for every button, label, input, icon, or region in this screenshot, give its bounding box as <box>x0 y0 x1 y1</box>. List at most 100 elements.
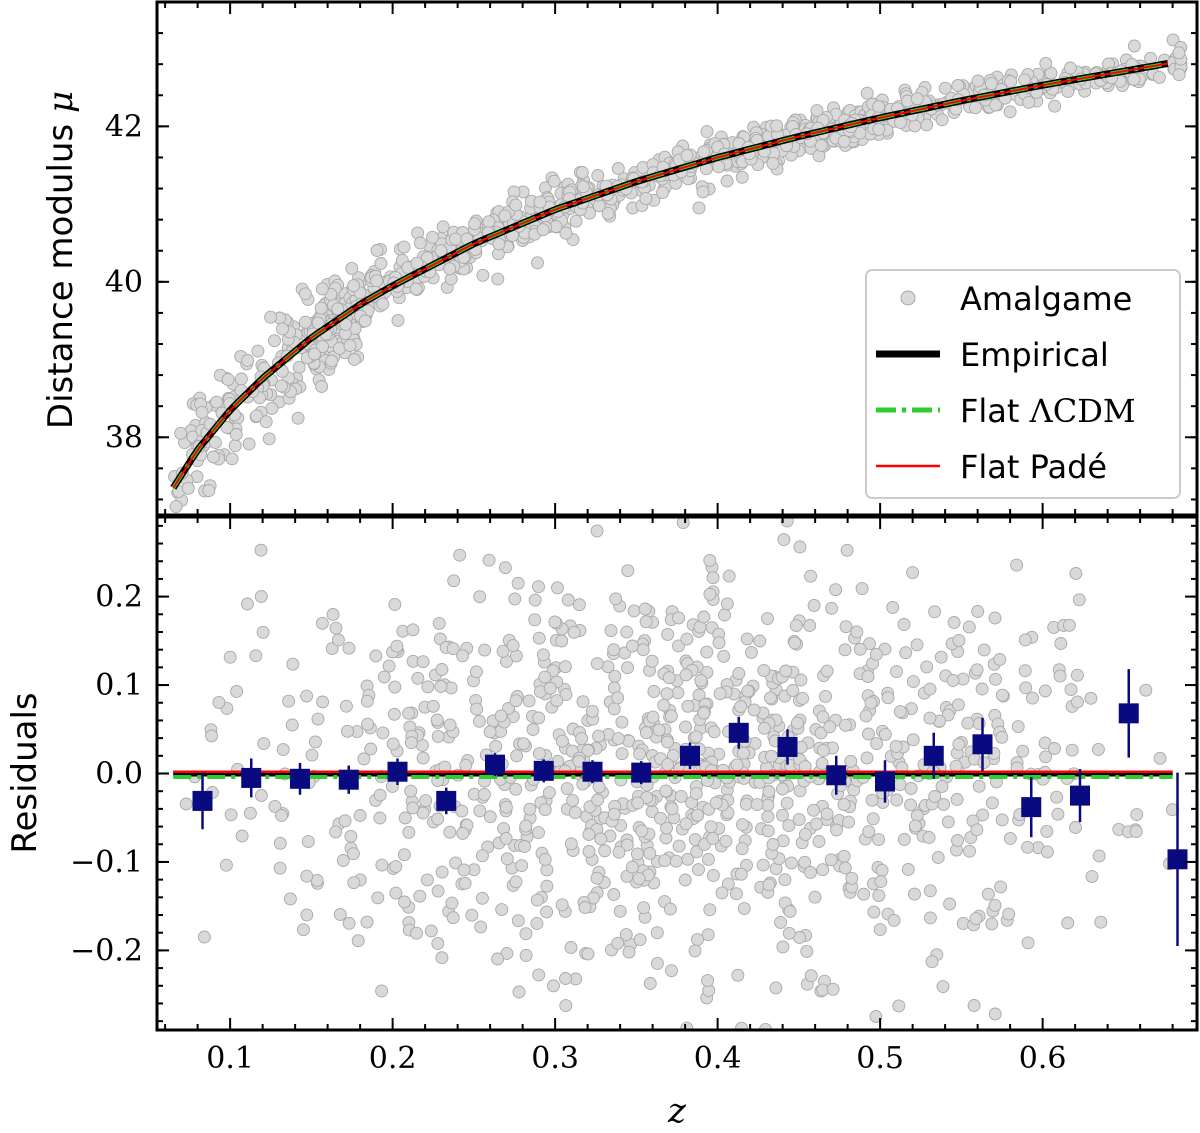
binned-marker <box>875 771 895 792</box>
scatter-point <box>208 436 222 449</box>
residual-point <box>1139 683 1153 697</box>
bottom-ytick-label: −0.1 <box>70 845 143 880</box>
residual-point <box>645 654 659 668</box>
residual-point <box>637 901 651 915</box>
residual-point <box>555 898 569 912</box>
residual-point <box>473 804 487 818</box>
residual-point <box>582 845 596 858</box>
residual-point <box>674 789 688 803</box>
residual-point <box>230 684 244 698</box>
residual-point <box>706 868 720 882</box>
residual-point <box>697 706 711 720</box>
residual-point <box>863 637 876 651</box>
residual-point <box>838 643 852 657</box>
residual-point <box>249 649 263 663</box>
residual-point <box>906 733 920 747</box>
scatter-point <box>938 81 952 95</box>
residual-point <box>512 985 526 999</box>
residual-point <box>652 723 666 737</box>
residual-point <box>179 797 193 811</box>
residual-point <box>977 643 991 657</box>
scatter-point <box>358 314 372 328</box>
residual-point <box>951 698 965 712</box>
legend-label-flat-lcdm-symbol: ΛCDM <box>1029 392 1136 430</box>
scatter-point <box>531 256 544 270</box>
bottom-panel: −0.2 −0.1 0.0 0.1 0.2 0.1 0.2 0.3 0.4 0.5 0.6 Res… <box>5 515 1199 1131</box>
residual-point <box>840 543 854 557</box>
xtick-label: 0.2 <box>369 1041 417 1076</box>
scatter-point <box>712 160 726 174</box>
scatter-point <box>174 426 188 440</box>
residual-point <box>377 670 391 684</box>
residual-point <box>445 896 459 910</box>
residual-point <box>443 718 457 732</box>
residual-point <box>632 872 646 886</box>
residual-point <box>342 916 356 930</box>
residual-point <box>761 810 775 824</box>
residual-point <box>701 852 715 866</box>
residual-point <box>701 974 715 988</box>
residual-point <box>661 735 674 749</box>
residual-point <box>613 904 627 918</box>
residual-point <box>925 955 939 969</box>
residual-point <box>839 718 852 732</box>
residual-point <box>701 928 715 942</box>
residual-point <box>435 663 449 676</box>
residual-point <box>620 625 634 639</box>
residual-point <box>530 916 544 930</box>
residual-point <box>643 977 657 990</box>
residual-point <box>691 933 704 947</box>
residual-point <box>443 825 457 839</box>
scatter-point <box>347 353 361 366</box>
bottom-ylabel: Residuals <box>5 692 45 853</box>
residual-point <box>420 873 434 887</box>
residual-point <box>793 540 807 554</box>
scatter-point <box>1166 33 1180 47</box>
residual-point <box>808 890 822 904</box>
residual-point <box>897 833 911 846</box>
scatter-point <box>700 125 714 139</box>
scatter-point <box>1048 99 1062 113</box>
residual-point <box>855 582 869 596</box>
residual-point <box>928 790 942 803</box>
residual-point <box>681 699 695 713</box>
residual-point <box>491 952 505 966</box>
scatter-point <box>591 169 605 182</box>
residual-point <box>447 574 461 588</box>
residual-point <box>373 811 387 825</box>
residual-point <box>718 608 731 622</box>
legend-label-flat-pade: Flat Padé <box>960 448 1107 486</box>
residual-point <box>657 698 671 712</box>
residual-point <box>872 833 886 847</box>
residual-point <box>219 858 233 872</box>
scatter-point <box>1152 70 1166 84</box>
scatter-point <box>314 301 328 315</box>
residual-point <box>458 876 472 890</box>
residual-point <box>434 680 448 693</box>
residual-point <box>703 553 717 567</box>
residual-point <box>952 633 966 647</box>
residual-point <box>413 889 427 903</box>
residual-point <box>1069 821 1082 834</box>
residual-point <box>761 798 775 812</box>
xtick-label: 0.5 <box>856 1041 904 1076</box>
binned-marker <box>485 754 505 775</box>
residual-point <box>1153 751 1167 765</box>
residual-point <box>792 813 806 827</box>
residual-point <box>750 798 764 812</box>
residual-point <box>621 661 634 675</box>
binned-marker <box>241 767 262 788</box>
residual-point <box>224 808 238 822</box>
scatter-point <box>168 519 180 531</box>
legend-item-flat-lcdm: Flat ΛCDM <box>876 392 1136 430</box>
residual-point <box>585 704 599 718</box>
residual-point <box>740 632 754 646</box>
residual-point <box>869 1010 883 1023</box>
residual-point <box>762 785 776 798</box>
residual-point <box>779 664 793 678</box>
scatter-point <box>509 198 523 212</box>
residual-point <box>523 802 537 816</box>
residual-point <box>672 611 686 625</box>
scatter-point <box>181 481 195 495</box>
xtick-label: 0.3 <box>531 1041 579 1076</box>
